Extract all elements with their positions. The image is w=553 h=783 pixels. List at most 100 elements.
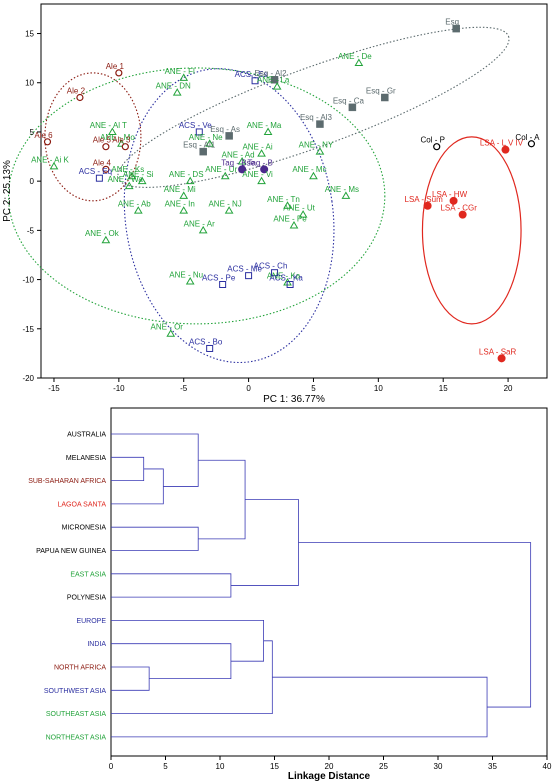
dendrogram-leaf-label: EAST ASIA — [70, 571, 106, 578]
point-label: ANE - Ad — [222, 150, 255, 159]
dendrogram-leaf-label: MELANESIA — [66, 455, 106, 462]
point-label: LSA - SaR — [479, 347, 517, 356]
y-tick-label: 0 — [30, 177, 35, 186]
data-point — [76, 93, 84, 102]
confidence-ellipse-ale — [44, 72, 142, 202]
point-label: Esq - As — [210, 125, 240, 134]
data-point — [220, 171, 230, 180]
point-label: Esq - Gr — [366, 87, 396, 96]
point-label: ACS - Bo — [189, 337, 223, 346]
confidence-ellipse-acs — [123, 68, 335, 364]
data-point — [527, 140, 536, 148]
point-label: Ale 1 — [106, 62, 125, 71]
point-label: ANE - Ks — [111, 165, 144, 174]
data-point — [272, 82, 282, 90]
point-label: ANE - Mo — [100, 133, 135, 142]
data-point — [245, 272, 253, 280]
data-point — [348, 103, 357, 112]
point-label: ANE - NY — [299, 141, 334, 150]
point-label: Ale 3 — [112, 136, 131, 145]
y-tick-label: -10 — [22, 276, 34, 285]
point-label: ANE - Ai — [242, 143, 272, 152]
data-point — [271, 269, 279, 277]
data-point — [101, 235, 111, 244]
point-label: Col - P — [420, 136, 444, 145]
point-label: ACS - Es — [235, 70, 268, 79]
point-label: ANE - De — [338, 52, 372, 61]
point-label: Ale 2 — [67, 87, 86, 96]
point-label: ACS - Me — [227, 265, 262, 274]
point-label: LSA - HW — [432, 190, 468, 199]
data-point — [257, 149, 266, 157]
scatter-x-axis-label: PC 1: 36.77% — [263, 394, 325, 405]
point-label: ACS - Eq — [79, 167, 112, 176]
data-point — [257, 176, 266, 185]
dendrogram-leaf-label: AUSTRALIA — [67, 432, 106, 439]
point-label: ACS - Pe — [202, 274, 236, 283]
data-point — [199, 147, 207, 156]
data-point — [121, 143, 129, 151]
data-point — [423, 201, 432, 210]
data-point — [102, 165, 110, 173]
data-point — [289, 220, 299, 229]
y-tick-label: 5 — [30, 128, 35, 137]
point-label: ANE - Ab — [118, 200, 151, 209]
data-point — [127, 171, 137, 180]
x-tick-label: -10 — [113, 384, 125, 393]
y-tick-label: 10 — [25, 79, 34, 88]
point-label: ACS - Ve — [179, 121, 212, 130]
data-point — [206, 344, 214, 352]
dendrogram-leaf-label: SOUTHWEST ASIA — [44, 688, 106, 695]
data-point — [137, 176, 147, 185]
x-tick-label: 0 — [246, 384, 251, 393]
data-point — [286, 281, 294, 288]
confidence-ellipse-ane — [8, 67, 386, 325]
data-point — [260, 165, 269, 174]
point-label: ANE - Ma — [247, 121, 282, 130]
x-tick-label: 10 — [374, 384, 383, 393]
dendrogram: AUSTRALIA MELANESIA SUB-SAHARAN AFRICA LAGO… — [28, 407, 552, 782]
data-point — [270, 76, 279, 84]
point-label: ANE - Nu — [169, 271, 203, 280]
data-point — [117, 139, 126, 147]
scatter-y-axis-label: PC 2: 25.13% — [2, 160, 13, 222]
point-label: ANE - Ms — [325, 185, 359, 194]
point-label: ACS - Ch — [254, 262, 288, 271]
point-label: ANE - DS — [169, 170, 204, 179]
data-point — [179, 73, 189, 81]
data-point — [107, 127, 117, 135]
point-label: Col - A — [515, 133, 540, 142]
data-point — [185, 277, 195, 285]
data-point — [43, 138, 52, 146]
point-label: ANE - Ar — [184, 219, 215, 228]
data-point — [219, 281, 227, 288]
point-label: ANE - In — [165, 200, 195, 209]
data-point — [49, 161, 59, 170]
data-point — [497, 354, 506, 363]
point-label: LSA - L V IV — [480, 139, 524, 148]
point-label: ANE - Wa — [108, 175, 144, 184]
data-point — [115, 69, 123, 77]
point-label: Esq - Al3 — [300, 113, 333, 122]
point-label: ANE - Mc — [292, 165, 326, 174]
data-point — [251, 77, 259, 85]
point-label: Tag - B — [247, 158, 272, 167]
dendrogram-leaf-label: SUB-SAHARAN AFRICA — [28, 478, 106, 485]
data-point — [95, 174, 103, 182]
dendrogram-leaf-label: INDIA — [87, 641, 106, 648]
point-label: ANE - NJ — [208, 200, 241, 209]
scatter-plot-frame — [40, 3, 548, 379]
point-label: ANE - Pe — [273, 214, 307, 223]
data-point — [224, 206, 234, 214]
data-point — [283, 201, 292, 209]
data-point — [225, 132, 233, 140]
point-label: ANE - Ok — [85, 229, 120, 238]
data-point — [166, 329, 176, 337]
data-point — [354, 58, 364, 67]
data-point — [316, 120, 324, 128]
point-label: Ale 6 — [34, 131, 53, 140]
dendrogram-leaf-label: LAGOA SANTA — [58, 501, 107, 508]
dendro-tick-label: 15 — [270, 762, 279, 771]
